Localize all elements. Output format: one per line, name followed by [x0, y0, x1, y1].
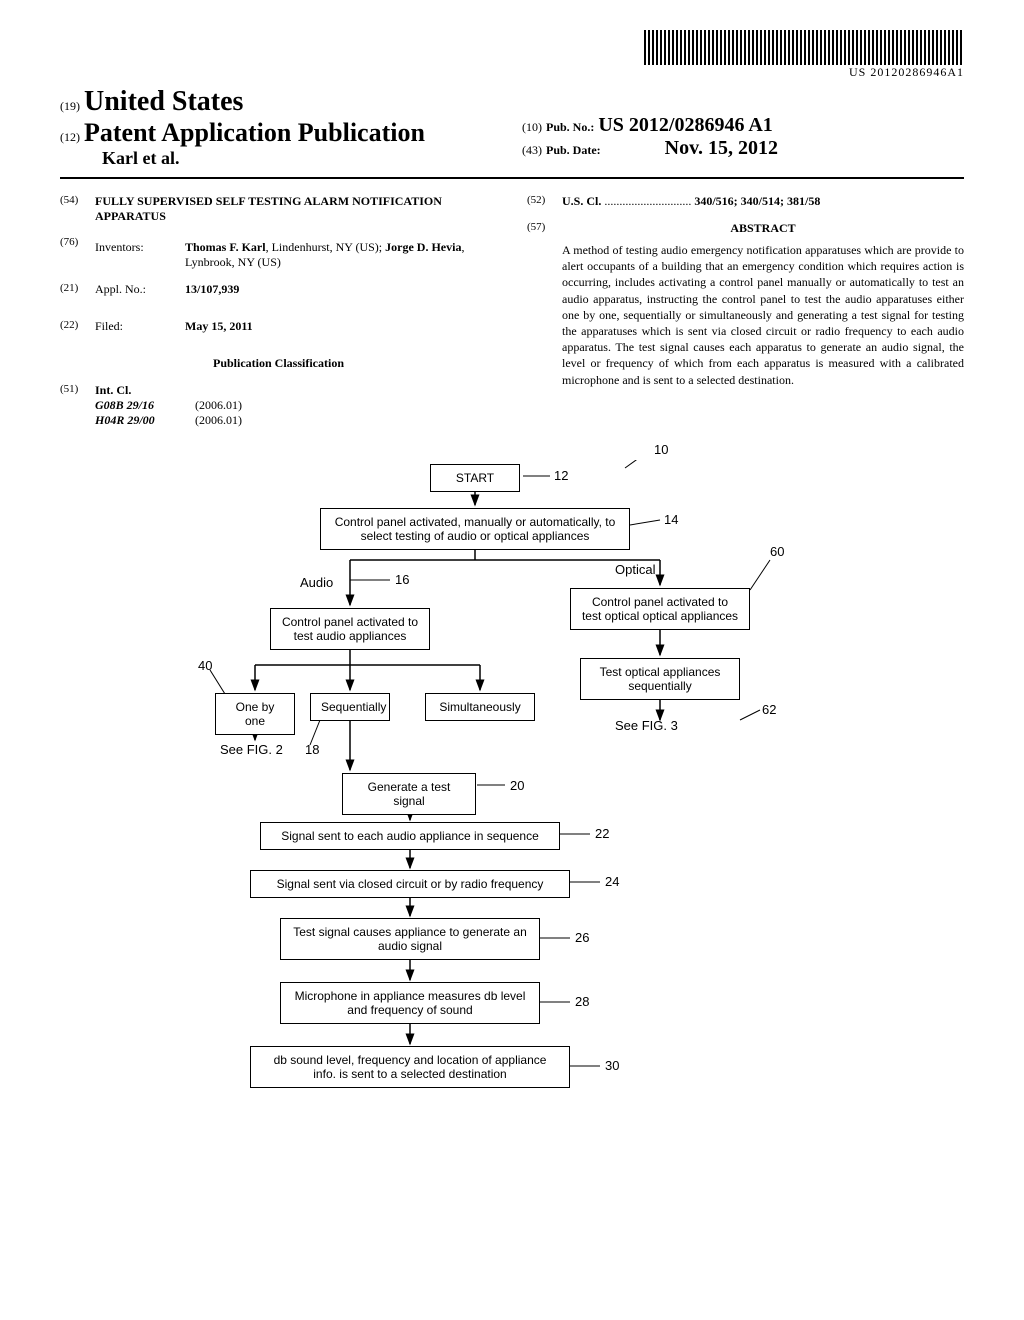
ref-60: 60: [770, 544, 784, 559]
intcl-date-2: (2006.01): [195, 413, 242, 428]
code-76: (76): [60, 236, 95, 270]
intcl-date-1: (2006.01): [195, 398, 242, 413]
code-43: (43): [522, 143, 542, 157]
flow-box-28: Microphone in appliance measures db leve…: [280, 982, 540, 1024]
ref-10: 10: [654, 442, 668, 457]
barcode-region: US 20120286946A1: [60, 30, 964, 81]
code-54: (54): [60, 194, 95, 224]
flow-box-26: Test signal causes appliance to generate…: [280, 918, 540, 960]
uscl-dots: .............................: [604, 194, 691, 208]
flowchart-diagram: START Control panel activated, manually …: [60, 460, 964, 1180]
flow-start: START: [430, 464, 520, 492]
invention-title: FULLY SUPERVISED SELF TESTING ALARM NOTI…: [95, 194, 497, 224]
filed-date: May 15, 2011: [185, 319, 253, 334]
code-10: (10): [522, 120, 542, 134]
filed-label: Filed:: [95, 319, 185, 334]
code-19: (19): [60, 99, 80, 113]
ref-28: 28: [575, 994, 589, 1009]
label-optical: Optical: [615, 562, 655, 577]
flow-box-20: Generate a test signal: [342, 773, 476, 815]
flow-box-40: One by one: [215, 693, 295, 735]
appl-no-label: Appl. No.:: [95, 282, 185, 297]
ref-14: 14: [664, 512, 678, 527]
code-22: (22): [60, 319, 95, 344]
authors-line: Karl et al.: [60, 148, 502, 169]
application-number: 13/107,939: [185, 282, 239, 297]
uscl-label: U.S. Cl.: [562, 194, 601, 208]
country-name: United States: [84, 86, 243, 117]
code-57: (57): [527, 221, 562, 388]
intcl-code-1: G08B 29/16: [95, 398, 195, 413]
publication-number: US 2012/0286946 A1: [598, 114, 772, 136]
ref-30: 30: [605, 1058, 619, 1073]
ref-20: 20: [510, 778, 524, 793]
barcode-graphic: [644, 30, 964, 65]
ref-40: 40: [198, 658, 212, 673]
flow-box-22: Signal sent to each audio appliance in s…: [260, 822, 560, 850]
bibliographic-body: (54) FULLY SUPERVISED SELF TESTING ALARM…: [60, 194, 964, 440]
flow-box-60: Control panel activated to test optical …: [570, 588, 750, 630]
pub-date-label: Pub. Date:: [546, 143, 601, 157]
abstract-text: A method of testing audio emergency noti…: [562, 242, 964, 388]
label-seefig2: See FIG. 2: [220, 742, 283, 757]
publication-classification-title: Publication Classification: [60, 356, 497, 371]
flow-box-24: Signal sent via closed circuit or by rad…: [250, 870, 570, 898]
ref-24: 24: [605, 874, 619, 889]
uscl-codes: 340/516; 340/514; 381/58: [694, 194, 820, 208]
barcode-number: US 20120286946A1: [644, 65, 964, 80]
intcl-label: Int. Cl.: [95, 383, 497, 398]
ref-26: 26: [575, 930, 589, 945]
code-51: (51): [60, 383, 95, 428]
flow-box-14: Control panel activated, manually or aut…: [320, 508, 630, 550]
flow-box-16: Control panel activated to test audio ap…: [270, 608, 430, 650]
ref-62: 62: [762, 702, 776, 717]
intcl-code-2: H04R 29/00: [95, 413, 195, 428]
label-seefig3: See FIG. 3: [615, 718, 678, 733]
pub-no-label: Pub. No.:: [546, 120, 594, 134]
inventors-label: Inventors:: [95, 240, 185, 270]
label-audio: Audio: [300, 575, 333, 590]
inventors-names: Thomas F. Karl, Lindenhurst, NY (US); Jo…: [185, 240, 497, 270]
flow-box-sim: Simultaneously: [425, 693, 535, 721]
abstract-title: ABSTRACT: [562, 221, 964, 236]
publication-type: Patent Application Publication: [84, 118, 425, 147]
flow-box-seq: Sequentially: [310, 693, 390, 721]
flow-box-30: db sound level, frequency and location o…: [250, 1046, 570, 1088]
ref-22: 22: [595, 826, 609, 841]
flow-box-62: Test optical appliances sequentially: [580, 658, 740, 700]
document-header: (19) United States (12) Patent Applicati…: [60, 86, 964, 179]
code-21: (21): [60, 282, 95, 307]
code-52: (52): [527, 194, 562, 209]
publication-date: Nov. 15, 2012: [665, 137, 778, 159]
ref-18: 18: [305, 742, 319, 757]
ref-16: 16: [395, 572, 409, 587]
ref-12: 12: [554, 468, 568, 483]
code-12: (12): [60, 130, 80, 144]
